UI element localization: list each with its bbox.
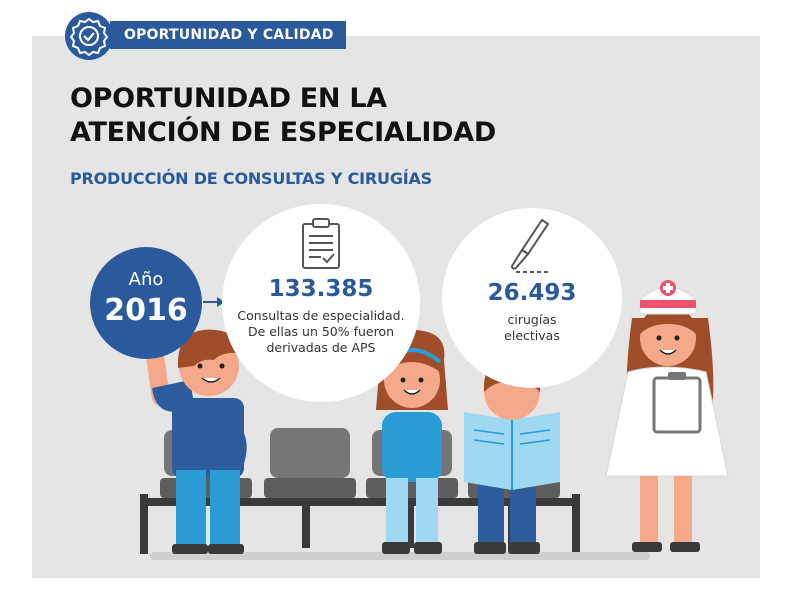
year-badge: Año 2016 bbox=[90, 247, 202, 359]
patient-boy-reading bbox=[464, 358, 560, 554]
cirugias-value: 26.493 bbox=[487, 280, 577, 306]
consultas-bubble: 133.385 Consultas de especialidad. De el… bbox=[222, 204, 420, 402]
clipboard-checklist-icon bbox=[302, 218, 340, 269]
nurse bbox=[605, 280, 729, 552]
consultas-desc-line-2: De ellas un 50% fueron bbox=[247, 324, 395, 339]
page-title: OPORTUNIDAD EN LA ATENCIÓN DE ESPECIALID… bbox=[70, 82, 496, 150]
page-subtitle: PRODUCCIÓN DE CONSULTAS Y CIRUGÍAS bbox=[70, 169, 433, 188]
ribbon-award-icon bbox=[65, 12, 113, 60]
year-label: Año bbox=[128, 269, 164, 290]
consultas-value: 133.385 bbox=[268, 276, 374, 302]
consultas-desc-line-1: Consultas de especialidad. bbox=[237, 308, 405, 323]
title-line-1: OPORTUNIDAD EN LA bbox=[70, 83, 387, 114]
patient-man bbox=[145, 329, 247, 554]
year-value: 2016 bbox=[104, 293, 188, 328]
title-line-2: ATENCIÓN DE ESPECIALIDAD bbox=[70, 117, 496, 148]
scalpel-icon bbox=[510, 218, 550, 273]
arrow-right-icon bbox=[203, 297, 225, 307]
cirugias-desc-line-2: electivas bbox=[504, 328, 560, 343]
section-tag: OPORTUNIDAD Y CALIDAD bbox=[110, 21, 346, 49]
consultas-desc-line-3: derivadas de APS bbox=[266, 340, 376, 355]
cirugias-bubble: 26.493 cirugías electivas bbox=[442, 208, 622, 388]
cirugias-desc-line-1: cirugías bbox=[507, 312, 557, 327]
